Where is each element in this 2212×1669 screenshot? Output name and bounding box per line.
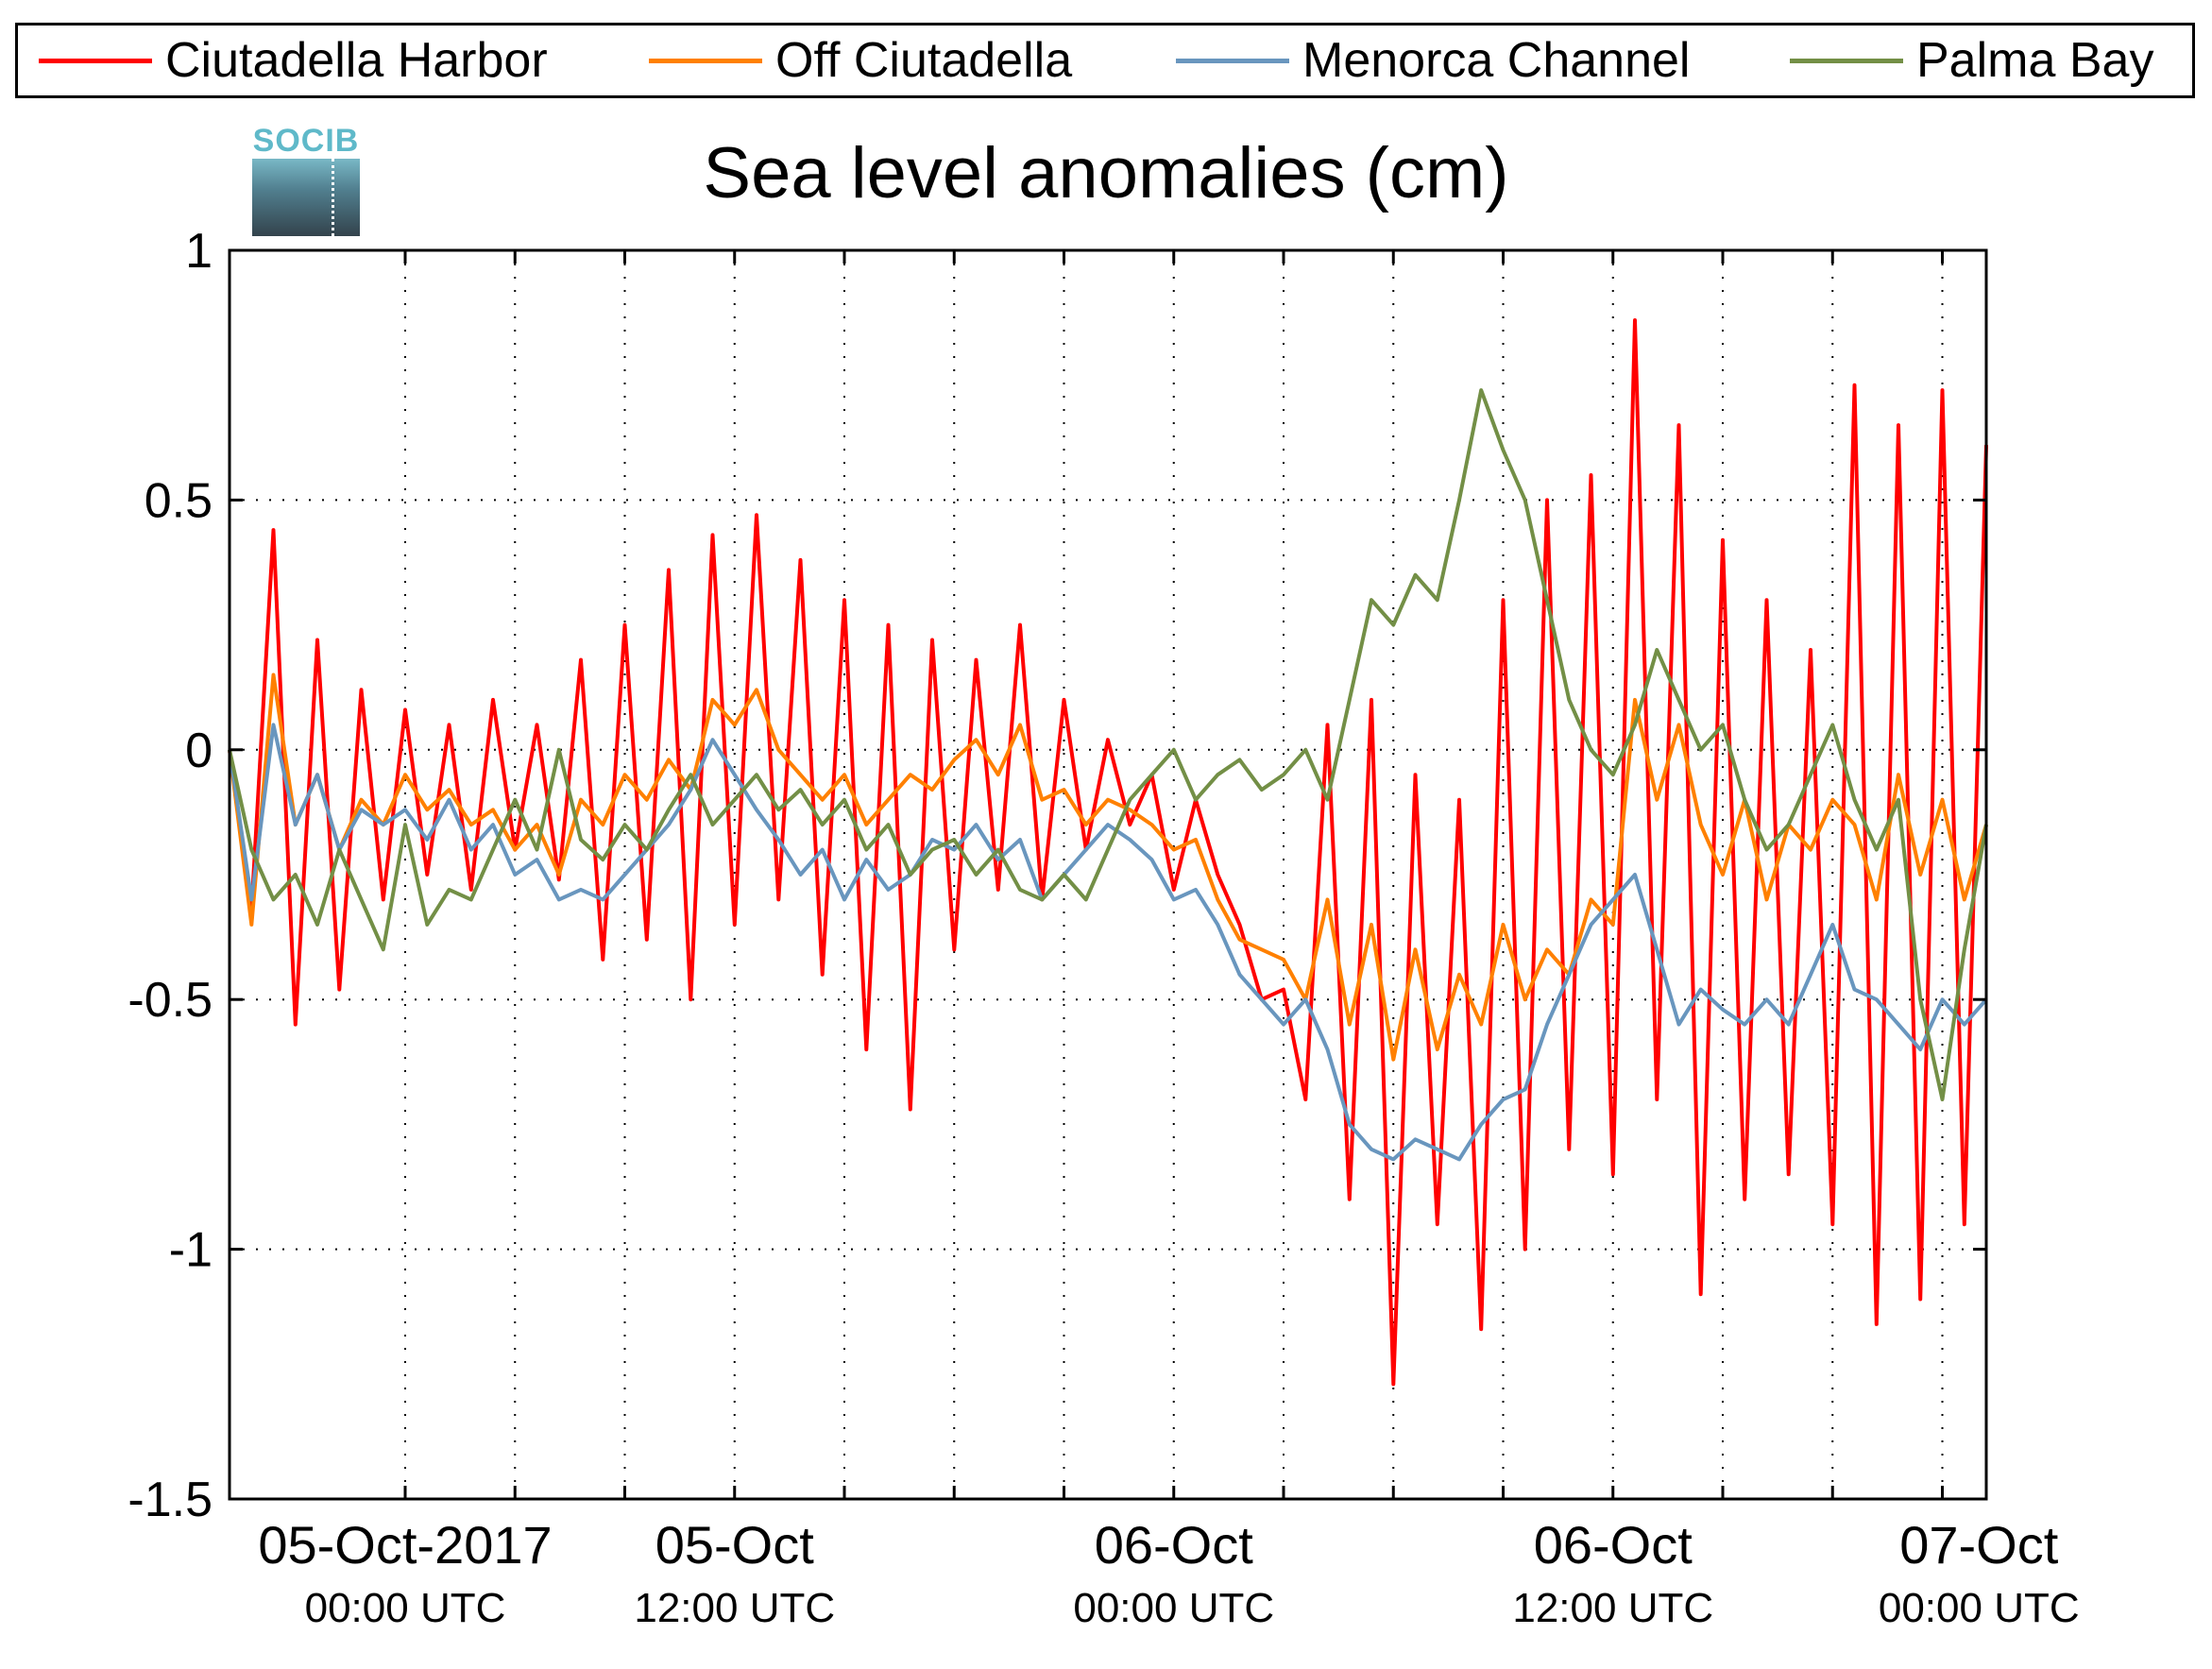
legend-item-ciutadella-harbor: Ciutadella Harbor xyxy=(39,26,548,95)
grid-lines xyxy=(230,250,1986,1499)
y-tick-label: 1 xyxy=(185,224,213,279)
socib-logo-text: SOCIB xyxy=(252,123,360,159)
y-tick-label: -0.5 xyxy=(128,973,213,1028)
x-tick-label-date: 05-Oct xyxy=(655,1515,814,1575)
series-lines xyxy=(228,318,1988,1387)
legend-label-off-ciutadella: Off Ciutadella xyxy=(775,33,1073,88)
x-tick-label-time: 12:00 UTC xyxy=(1512,1585,1713,1631)
legend-label-palma-bay: Palma Bay xyxy=(1916,33,2154,88)
x-tick-label-date: 06-Oct xyxy=(1534,1515,1693,1575)
series-line-1 xyxy=(228,673,1988,1062)
legend-label-ciutadella-harbor: Ciutadella Harbor xyxy=(165,33,548,88)
legend-swatch-palma-bay xyxy=(1790,58,1903,63)
legend-item-menorca-channel: Menorca Channel xyxy=(1176,26,1690,95)
socib-logo-block xyxy=(252,159,360,236)
x-tick-label-time: 12:00 UTC xyxy=(634,1585,835,1631)
y-tick-label: 0.5 xyxy=(145,473,213,528)
socib-logo: SOCIB xyxy=(250,123,362,236)
x-tick-label-time: 00:00 UTC xyxy=(1879,1585,2080,1631)
socib-logo-dots xyxy=(332,159,334,236)
y-tick-label: -1.5 xyxy=(128,1473,213,1527)
legend-swatch-menorca-channel xyxy=(1176,58,1289,63)
x-tick-label-time: 00:00 UTC xyxy=(1073,1585,1274,1631)
series-line-2 xyxy=(228,723,1988,1162)
y-tick-label: 0 xyxy=(185,724,213,778)
legend-item-off-ciutadella: Off Ciutadella xyxy=(649,26,1072,95)
x-tick-label-date: 07-Oct xyxy=(1899,1515,2058,1575)
x-tick-label-date: 06-Oct xyxy=(1095,1515,1253,1575)
legend-item-palma-bay: Palma Bay xyxy=(1790,26,2153,95)
axes: 1 0.5 0 -0.5 -1 -1.5 05-Oct-2017 00:00 UTC 05-Oc… xyxy=(128,224,2079,1631)
chart-title: Sea level anomalies (cm) xyxy=(703,133,1509,213)
x-tick-label-time: 00:00 UTC xyxy=(305,1585,506,1631)
legend-swatch-off-ciutadella xyxy=(649,58,762,63)
series-line-3 xyxy=(228,388,1988,1101)
legend-swatch-ciutadella-harbor xyxy=(39,58,152,63)
y-tick-label: -1 xyxy=(169,1223,213,1278)
plot-frame xyxy=(228,248,1988,1501)
legend: Ciutadella Harbor Off Ciutadella Menorca… xyxy=(15,23,2195,98)
legend-label-menorca-channel: Menorca Channel xyxy=(1302,33,1691,88)
x-tick-label-date: 05-Oct-2017 xyxy=(258,1515,552,1575)
